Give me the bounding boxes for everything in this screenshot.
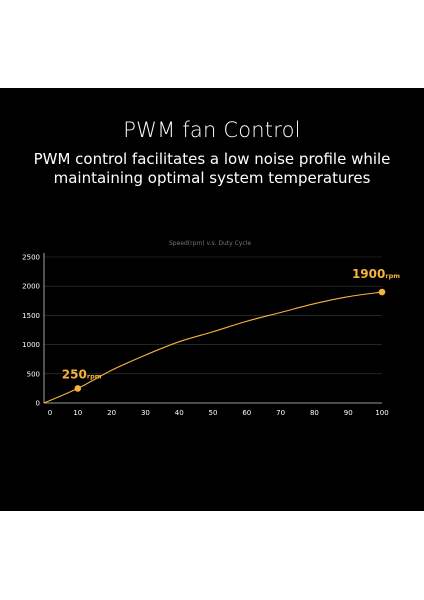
series-line bbox=[43, 291, 383, 404]
y-tick-label: 2000 bbox=[22, 283, 40, 291]
x-tick-label: 90 bbox=[344, 409, 353, 417]
x-tick-label: 20 bbox=[107, 409, 116, 417]
speed-vs-duty-chart: Speed(rpm) v.s. Duty Cycle 0500100015002… bbox=[22, 240, 400, 418]
x-tick-label: 0 bbox=[48, 409, 52, 417]
data-point-marker bbox=[74, 385, 82, 392]
chart-series bbox=[43, 291, 383, 404]
y-tick-label: 500 bbox=[27, 370, 40, 378]
y-tick-label: 1000 bbox=[22, 341, 40, 349]
chart-annotations: 250rpm 1900rpm bbox=[62, 267, 400, 392]
chart-ticks: 0 500 1000 1500 2000 2500 0 10 20 30 40 50 60 70 80 90 1… bbox=[22, 254, 389, 418]
data-label: 250rpm bbox=[62, 367, 102, 381]
data-point-marker bbox=[378, 288, 386, 296]
chart-panel: PWM fan Control PWM control facilitates … bbox=[0, 88, 424, 511]
x-tick-label: 10 bbox=[73, 409, 82, 417]
x-tick-label: 70 bbox=[276, 409, 285, 417]
x-tick-label: 30 bbox=[141, 409, 150, 417]
page-title: PWM fan Control bbox=[123, 118, 301, 142]
x-tick-label: 40 bbox=[175, 409, 184, 417]
chart-axes bbox=[43, 253, 382, 404]
y-tick-label: 2500 bbox=[22, 254, 40, 262]
x-tick-label: 80 bbox=[310, 409, 319, 417]
x-tick-label: 60 bbox=[242, 409, 251, 417]
y-tick-label: 0 bbox=[36, 400, 40, 408]
chart-grid bbox=[44, 256, 382, 375]
data-label: 1900rpm bbox=[352, 267, 400, 281]
page-subtitle: PWM control facilitates a low noise prof… bbox=[33, 150, 391, 187]
x-tick-label: 100 bbox=[375, 409, 388, 417]
x-tick-label: 50 bbox=[209, 409, 218, 417]
y-tick-label: 1500 bbox=[22, 312, 40, 320]
chart-title: Speed(rpm) v.s. Duty Cycle bbox=[169, 240, 251, 247]
